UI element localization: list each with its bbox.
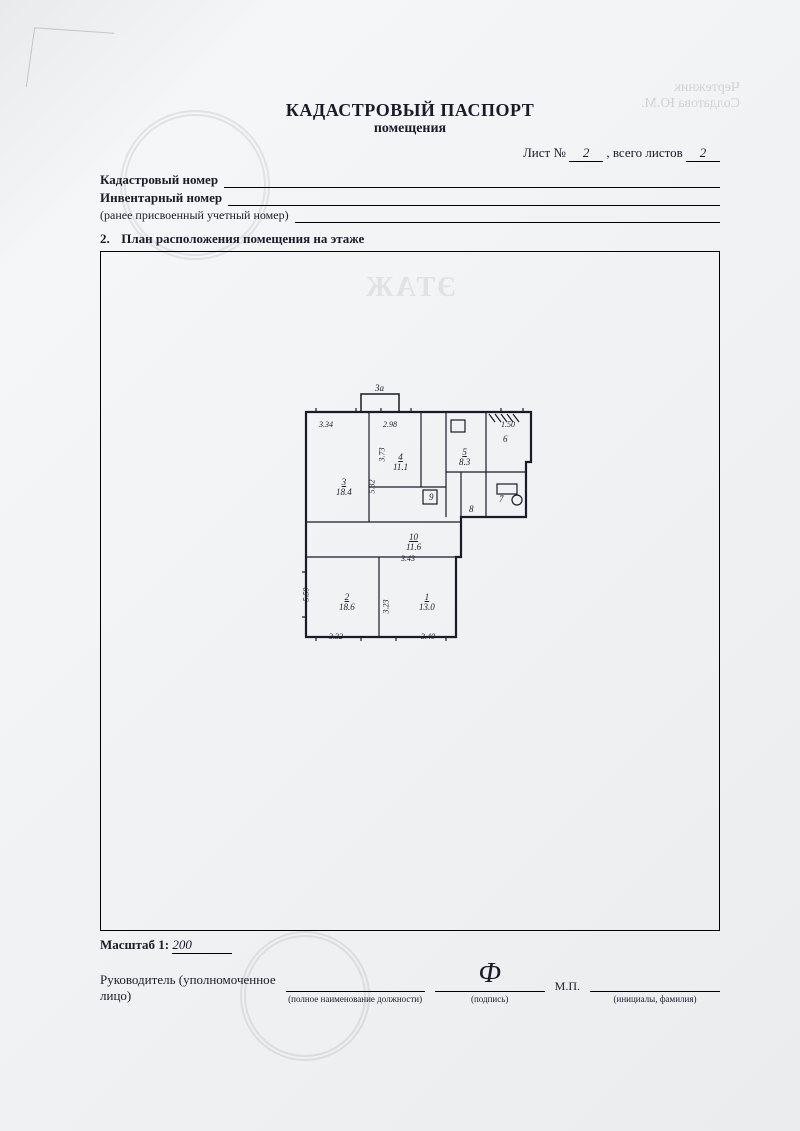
mp-label: М.П. bbox=[555, 979, 580, 1004]
room-label: 1011.6 bbox=[406, 532, 421, 552]
scale-label: Масштаб 1: bbox=[100, 937, 169, 952]
dimension-label: 5.32 bbox=[368, 480, 377, 494]
balcony-label: 3а bbox=[375, 384, 384, 393]
sheet-label: Лист № bbox=[523, 145, 566, 160]
dimension-label: 1.50 bbox=[501, 420, 515, 429]
name-slot bbox=[590, 972, 720, 992]
room-label: 8 bbox=[469, 504, 474, 514]
name-caption: (инициалы, фамилия) bbox=[590, 994, 720, 1004]
scale-value: 200 bbox=[172, 937, 232, 954]
signature-mark: Ф bbox=[478, 958, 501, 990]
sign-caption: (подпись) bbox=[435, 994, 545, 1004]
dimension-label: 3.73 bbox=[378, 448, 387, 462]
room-label: 411.1 bbox=[393, 452, 408, 472]
dimension-label: 5.59 bbox=[302, 588, 311, 602]
section-num: 2. bbox=[100, 231, 118, 247]
room-label: 113.0 bbox=[419, 592, 435, 612]
scale-row: Масштаб 1: 200 bbox=[100, 937, 720, 954]
dimension-label: 3.34 bbox=[319, 420, 333, 429]
leader-label-2: лицо) bbox=[100, 988, 131, 1004]
room-label: 58.3 bbox=[459, 447, 470, 467]
floorplan: 3а 113.0218.6318.4411.158.367891011.6 3.… bbox=[301, 392, 551, 672]
stamp-text: ЧертежникСолдатова Ю.М. bbox=[590, 80, 740, 230]
dimension-label: 2.98 bbox=[383, 420, 397, 429]
dimension-label: 3.32 bbox=[329, 632, 343, 641]
watermark: ЭТАЖ bbox=[364, 272, 456, 304]
room-label: 218.6 bbox=[339, 592, 355, 612]
signature-row: Руководитель (уполномоченное лицо) (полн… bbox=[100, 972, 720, 1004]
plan-frame: ЭТАЖ bbox=[100, 251, 720, 931]
dimension-label: 3.40 bbox=[421, 632, 435, 641]
dimension-label: 3.43 bbox=[401, 554, 415, 563]
signature-slot: Ф bbox=[435, 972, 545, 992]
room-label: 9 bbox=[429, 492, 434, 502]
dimension-label: 3.23 bbox=[382, 600, 391, 614]
room-label: 7 bbox=[499, 494, 504, 504]
room-label: 318.4 bbox=[336, 477, 352, 497]
post-slot bbox=[286, 972, 425, 992]
room-label: 6 bbox=[503, 434, 508, 444]
